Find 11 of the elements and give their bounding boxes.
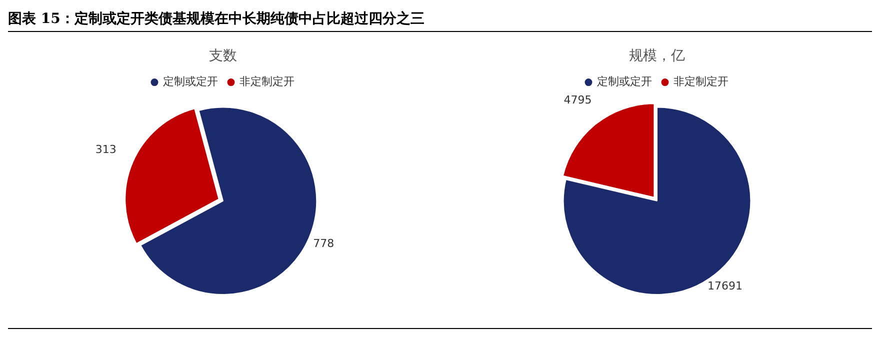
text: 图表 15：定制或定开类债基规模在中长期纯债中占比超过四分之三 <box>8 11 424 27</box>
data-label: 4795 <box>564 94 592 107</box>
legend-label: 非定制定开 <box>240 75 294 88</box>
chart-title: 支数 <box>209 48 237 64</box>
legend-label: 定制或定开 <box>163 75 218 88</box>
data-label: 313 <box>95 143 116 156</box>
legend-label: 非定制定开 <box>674 75 728 88</box>
data-label: 17691 <box>708 280 743 293</box>
chart-title: 规模，亿 <box>629 48 685 64</box>
data-label: 778 <box>313 237 334 250</box>
legend-label: 定制或定开 <box>597 75 652 88</box>
